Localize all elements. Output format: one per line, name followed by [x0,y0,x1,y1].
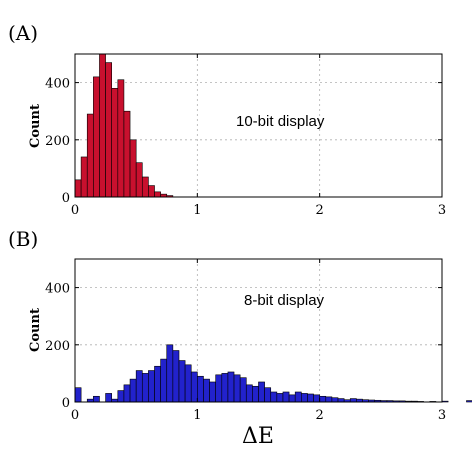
panel-a-frame [74,53,443,198]
panel-b-bar [148,370,155,403]
panel-b-ticks: 0 1 2 3 0 200 400 [45,259,446,423]
panel-b-bar [178,360,186,403]
panel-a-bar [141,176,149,198]
panel-b-bar [288,394,296,403]
panel-b-bar [258,381,265,403]
panel-b-bar [325,396,333,403]
panel-b-bar [349,398,357,403]
panel-b-bar [190,371,198,403]
panel-b-bar [172,350,180,403]
panel-b-bar [245,384,253,403]
panel-b-annotation: 8-bit display [244,292,325,309]
panel-a-ytick-label: 200 [45,134,70,149]
panel-b-xtick-label: 0 [71,408,79,423]
panel-b-bar [74,387,82,403]
panel-b-bar [215,374,223,403]
panel-a-ticks: 0 1 2 3 0 200 400 [45,54,446,218]
panel-b-bar [252,385,259,403]
panel-b-bar [203,378,210,403]
panel-a-ylabel: Count [28,104,43,148]
panel-a-bar [74,179,82,198]
panel-a-bar [148,185,155,198]
panel-a-xtick-label: 0 [71,203,79,218]
panel-b-xlabel: ΔE [242,424,274,449]
panel-b-bar [105,393,113,403]
panel-b-xtick-label: 3 [438,408,446,423]
panel-a-ytick-label: 400 [45,77,70,92]
panel-b-bar [301,393,308,403]
panel-b-bar [160,358,168,403]
panel-b-label: (B) [8,227,38,251]
panel-b-bar [135,370,143,403]
panel-b-bar [93,395,100,403]
panel-b-bar [233,374,241,403]
panel-a-bar [105,62,113,198]
panel-a-annotation: 10-bit display [236,113,325,130]
panel-b-ylabel: Count [28,308,43,352]
panel-b-bar [123,384,131,403]
panel-a-bar [111,88,119,198]
panel-b-bars [74,344,472,403]
panel-b: (B) 0 1 2 3 0 200 400 8-bit display Count ΔE [8,227,472,449]
panel-a-bar [93,76,100,198]
panel-b-bar [227,371,235,403]
panel-b-bar [331,397,339,403]
panel-b-bar [129,378,137,403]
panel-a-bar [99,53,106,198]
panel-b-bar [209,381,216,403]
panel-b-bar [319,395,327,403]
panel-b-frame [74,258,443,403]
panel-a-xtick-label: 2 [316,203,324,218]
panel-a-ytick-label: 0 [62,191,70,206]
panel-b-bar [197,375,204,403]
panel-a-xtick-label: 3 [438,203,446,218]
panel-b-bar [270,391,278,403]
panel-b-bar [441,400,449,403]
panel-b-bar [313,394,320,403]
panel-b-ytick-label: 0 [62,396,70,411]
panel-b-xtick-label: 1 [193,408,201,423]
panel-b-xtick-label: 2 [316,408,324,423]
panel-a-bar [80,156,88,198]
panel-b-bar [221,373,229,403]
panel-a: (A) 0 1 2 3 0 200 400 10-bit display Count [8,21,446,218]
panel-b-bar [337,398,345,403]
panel-a-xtick-label: 1 [193,203,201,218]
panel-b-bar [282,391,290,403]
panel-a-bar [129,139,137,198]
panel-b-bar [264,387,272,403]
panel-a-bar [86,113,94,198]
panel-a-bar [135,162,143,198]
panel-b-bar [141,373,149,403]
panel-b-bar [154,365,161,403]
panel-b-bar [307,393,314,403]
panel-a-bar [154,191,161,198]
panel-b-grid [75,259,442,402]
panel-b-bar [184,364,192,403]
panel-b-bar [466,400,472,403]
panel-b-ytick-label: 400 [45,282,70,297]
panel-b-bar [117,390,125,403]
panel-b-bar [239,377,247,403]
panel-b-bar [276,393,284,403]
panel-b-ytick-label: 200 [45,339,70,354]
panel-a-bar [117,79,125,198]
panel-b-bar [166,344,174,403]
panel-a-label: (A) [8,21,38,45]
panel-b-bar [294,391,302,403]
panel-a-bar [123,110,131,198]
panel-a-bars [74,53,174,198]
